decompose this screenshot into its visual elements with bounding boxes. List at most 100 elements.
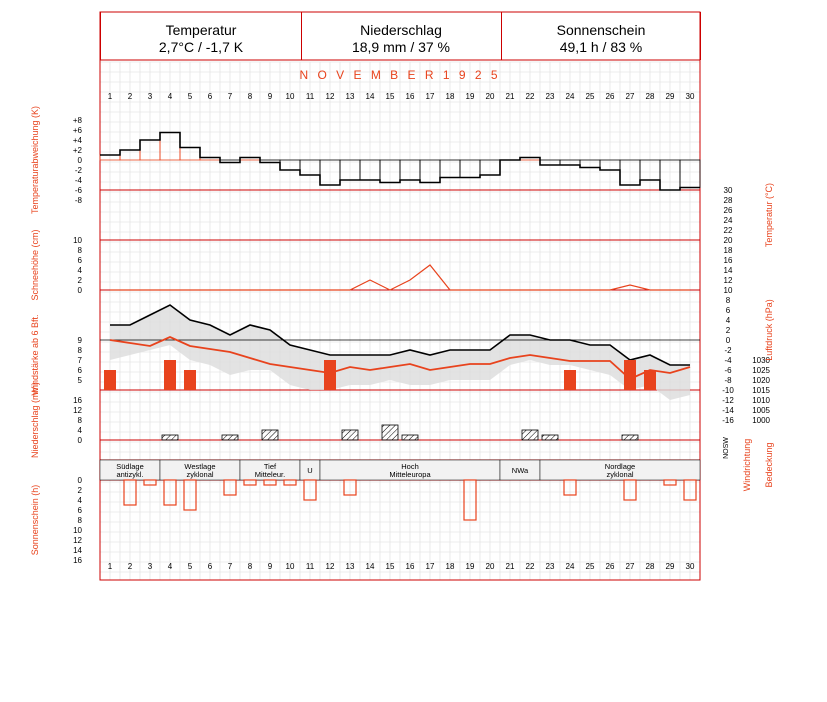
sun-tick: 16: [73, 556, 82, 565]
day-label-bottom: 5: [188, 562, 193, 571]
sunshine-bar: [663, 479, 677, 486]
temp-dev-tick: -8: [75, 196, 83, 205]
day-label-bottom: 15: [386, 562, 395, 571]
day-label-bottom: 29: [666, 562, 675, 571]
sunshine-bar: [143, 479, 157, 486]
day-label-bottom: 13: [346, 562, 355, 571]
temperature-tick: -12: [722, 396, 734, 405]
day-label-top: 12: [326, 92, 335, 101]
temp-dev-tick: +6: [73, 126, 83, 135]
day-label-top: 14: [366, 92, 375, 101]
temp-dev-tick: +8: [73, 116, 83, 125]
day-label-bottom: 14: [366, 562, 375, 571]
day-label-top: 23: [546, 92, 555, 101]
sun-tick: 6: [78, 506, 83, 515]
day-label-top: 25: [586, 92, 595, 101]
day-label-top: 9: [268, 92, 273, 101]
snow-tick: 10: [73, 236, 82, 245]
day-label-bottom: 22: [526, 562, 535, 571]
day-label-bottom: 27: [626, 562, 635, 571]
day-label-bottom: 7: [228, 562, 233, 571]
wind-axis-label: Windstärke ab 6 Bft.: [30, 314, 40, 395]
wind-dir-axis-label: Windrichtung: [742, 439, 752, 492]
header-precipitation-title: Niederschlag: [360, 22, 442, 38]
header-sunshine: Sonnenschein 49,1 h / 83 %: [502, 12, 701, 60]
day-label-bottom: 8: [248, 562, 253, 571]
day-label-bottom: 21: [506, 562, 515, 571]
day-label-bottom: 9: [268, 562, 273, 571]
label-layer: N O V E M B E R 1 9 2 511223344556677889…: [30, 68, 774, 571]
day-label-top: 11: [306, 92, 315, 101]
temperature-tick: 26: [724, 206, 733, 215]
sunshine-bar: [243, 479, 257, 486]
sunshine-bar: [183, 479, 197, 511]
sunshine-bar: [683, 479, 697, 501]
weather-type-label: Westlage: [184, 462, 215, 471]
temp-dev-tick: -2: [75, 166, 83, 175]
temp-deviation-line: [100, 131, 700, 191]
day-label-bottom: 28: [646, 562, 655, 571]
header-sunshine-title: Sonnenschein: [556, 22, 646, 38]
weather-type-label: Nordlage: [605, 462, 635, 471]
temperature-tick: -6: [724, 366, 732, 375]
temperature-tick: -2: [724, 346, 732, 355]
day-label-bottom: 23: [546, 562, 555, 571]
precip-tick: 8: [78, 416, 83, 425]
cloud-axis-label: Bedeckung: [764, 442, 774, 487]
day-label-top: 1: [108, 92, 113, 101]
precip-bar: [381, 424, 399, 441]
weather-type-label: Südlage: [116, 462, 144, 471]
sunshine-bar: [223, 479, 237, 496]
sunshine-bar: [123, 479, 137, 506]
temp-dev-axis-label: Temperaturabweichung (K): [30, 106, 40, 214]
day-label-top: 20: [486, 92, 495, 101]
precip-axis-label: Niederschlag (mm): [30, 382, 40, 458]
temperature-tick: 22: [724, 226, 733, 235]
temperature-tick: -16: [722, 416, 734, 425]
temperature-tick: 2: [726, 326, 731, 335]
day-label-top: 3: [148, 92, 153, 101]
day-label-top: 27: [626, 92, 635, 101]
snow-tick: 2: [78, 276, 83, 285]
wind-bar: [324, 360, 336, 390]
day-label-top: 5: [188, 92, 193, 101]
day-label-bottom: 25: [586, 562, 595, 571]
wind-tick: 8: [78, 346, 83, 355]
pressure-tick: 1030: [752, 356, 770, 365]
sunshine-bar: [563, 479, 577, 496]
temperature-tick: -14: [722, 406, 734, 415]
precip-tick: 4: [78, 426, 83, 435]
pressure-line: [109, 336, 691, 381]
temperature-tick: 6: [726, 306, 731, 315]
day-label-bottom: 16: [406, 562, 415, 571]
day-label-top: 28: [646, 92, 655, 101]
day-label-bottom: 30: [686, 562, 695, 571]
day-label-top: 6: [208, 92, 213, 101]
header-precipitation: Niederschlag 18,9 mm / 37 %: [301, 12, 502, 60]
sunshine-bar: [163, 479, 177, 506]
sun-tick: 12: [73, 536, 82, 545]
sun-axis-label: Sonnenschein (h): [30, 485, 40, 556]
temperature-tick: 16: [724, 256, 733, 265]
chart-frame: [99, 11, 701, 581]
month-title: N O V E M B E R 1 9 2 5: [299, 68, 500, 82]
sun-tick: 4: [78, 496, 83, 505]
sun-tick: 0: [78, 476, 83, 485]
day-label-top: 21: [506, 92, 515, 101]
weather-type-label: U: [307, 466, 312, 475]
pressure-tick: 1025: [752, 366, 770, 375]
temperature-tick: 18: [724, 246, 733, 255]
day-label-top: 4: [168, 92, 173, 101]
wind-bar: [624, 360, 636, 390]
sunshine-bar: [283, 479, 297, 486]
wind-bar: [104, 370, 116, 390]
day-label-top: 13: [346, 92, 355, 101]
wind-bar: [564, 370, 576, 390]
snow-tick: 8: [78, 246, 83, 255]
weather-type-label: antizykl.: [116, 470, 143, 479]
pressure-tick: 1010: [752, 396, 770, 405]
temperature-tick: 14: [724, 266, 733, 275]
snow-tick: 4: [78, 266, 83, 275]
temperature-tick: -10: [722, 386, 734, 395]
